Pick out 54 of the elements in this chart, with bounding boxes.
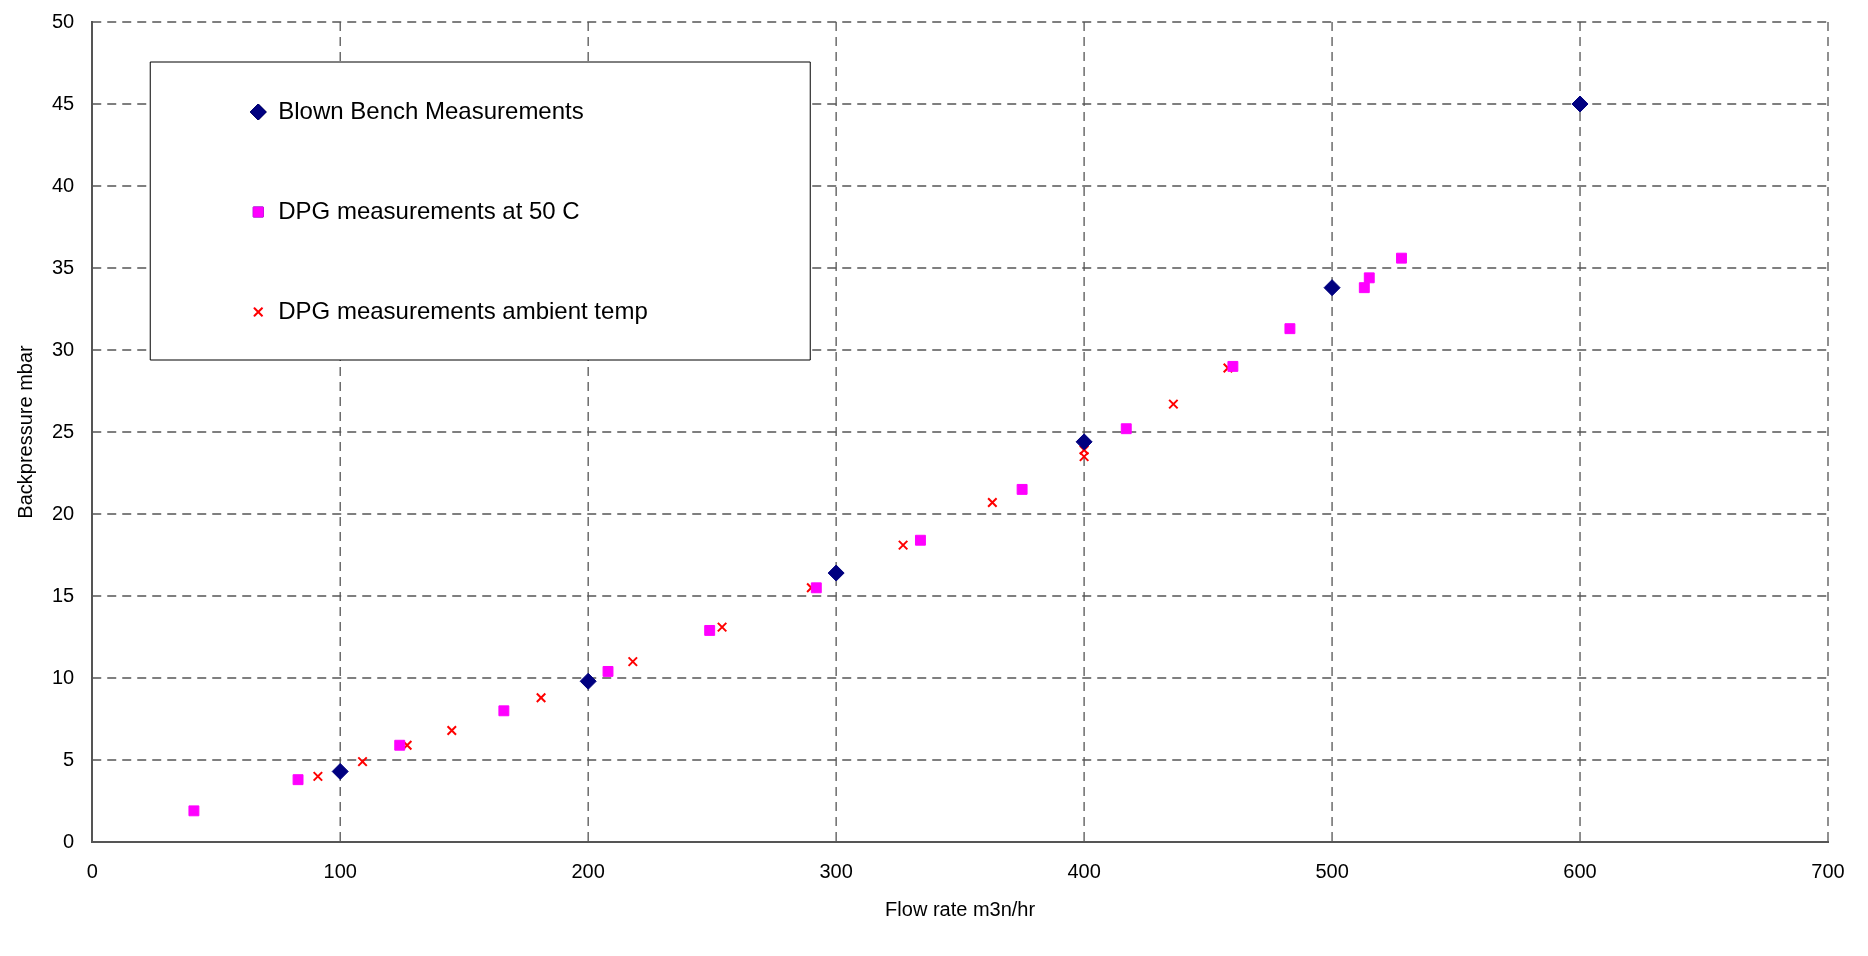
y-tick-label: 40 <box>52 173 75 196</box>
y-tick-label: 10 <box>52 665 75 688</box>
point <box>1363 272 1375 284</box>
y-tick-label: 0 <box>63 829 75 852</box>
point <box>1571 95 1589 113</box>
y-tick-label: 45 <box>52 91 75 114</box>
y-tick-label: 30 <box>52 337 75 360</box>
point <box>827 564 845 582</box>
y-tick-label: 15 <box>52 583 75 606</box>
legend-label: DPG measurements ambient temp <box>278 296 648 324</box>
point <box>810 582 822 594</box>
point <box>535 692 547 703</box>
x-tick-label: 0 <box>86 859 98 882</box>
point <box>579 672 597 690</box>
point <box>1016 483 1028 495</box>
point <box>627 656 639 667</box>
point <box>1323 279 1341 297</box>
point <box>1284 323 1296 335</box>
y-tick-label: 35 <box>52 255 75 278</box>
y-tick-label: 20 <box>52 501 75 524</box>
x-tick-label: 600 <box>1563 859 1597 882</box>
legend-label: Blown Bench Measurements <box>278 96 584 124</box>
x-tick-label: 100 <box>323 859 357 882</box>
point <box>1120 423 1132 435</box>
y-tick-label: 5 <box>63 747 75 770</box>
point <box>446 725 458 736</box>
point <box>1075 433 1093 451</box>
point <box>292 774 304 786</box>
point <box>704 624 716 636</box>
x-axis-title: Flow rate m3n/hr <box>885 897 1036 920</box>
point <box>897 539 909 551</box>
point <box>1358 282 1370 294</box>
point <box>915 534 926 546</box>
y-tick-label: 50 <box>52 9 75 32</box>
point <box>498 705 510 717</box>
point <box>1168 398 1179 410</box>
y-tick-label: 25 <box>52 419 75 442</box>
x-tick-label: 400 <box>1067 859 1101 882</box>
point <box>394 739 406 751</box>
point <box>188 805 200 817</box>
point <box>312 771 324 782</box>
point <box>987 497 998 508</box>
x-tick-label: 500 <box>1315 859 1349 882</box>
legend-label: DPG measurements at 50 C <box>278 196 580 224</box>
x-tick-label: 300 <box>819 859 853 882</box>
point <box>1396 252 1407 264</box>
x-tick-label: 700 <box>1811 859 1845 882</box>
point <box>602 665 614 677</box>
x-tick-label: 200 <box>571 859 605 882</box>
point <box>716 621 728 633</box>
point <box>331 762 349 780</box>
point <box>357 756 368 767</box>
y-axis-title: Backpressure mbar <box>13 344 36 519</box>
point <box>1227 360 1239 372</box>
